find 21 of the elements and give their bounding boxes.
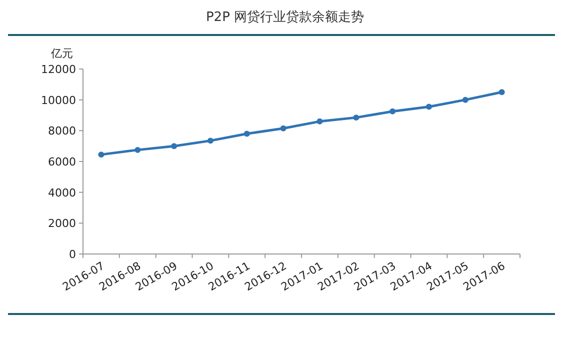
- point: [207, 138, 214, 144]
- y-tick-label: 4000: [48, 186, 76, 200]
- point: [98, 152, 104, 158]
- y-tick-label: 0: [69, 248, 76, 261]
- point: [462, 96, 468, 103]
- chart-title: P2P 网贷行业贷款余额走势: [206, 10, 364, 25]
- point: [353, 114, 360, 121]
- point: [316, 118, 323, 124]
- point: [390, 108, 396, 114]
- point: [426, 104, 432, 110]
- point: [280, 125, 286, 132]
- y-tick-label: 12000: [41, 63, 76, 76]
- y-tick-label: 8000: [48, 124, 76, 138]
- point: [498, 89, 505, 96]
- y-tick-label: 6000: [48, 156, 76, 168]
- point: [171, 143, 178, 150]
- y-axis-title: 亿元: [50, 47, 73, 60]
- point: [134, 146, 141, 153]
- y-tick-label: 2000: [48, 217, 76, 230]
- point: [244, 130, 250, 137]
- y-tick-label: 10000: [41, 94, 76, 107]
